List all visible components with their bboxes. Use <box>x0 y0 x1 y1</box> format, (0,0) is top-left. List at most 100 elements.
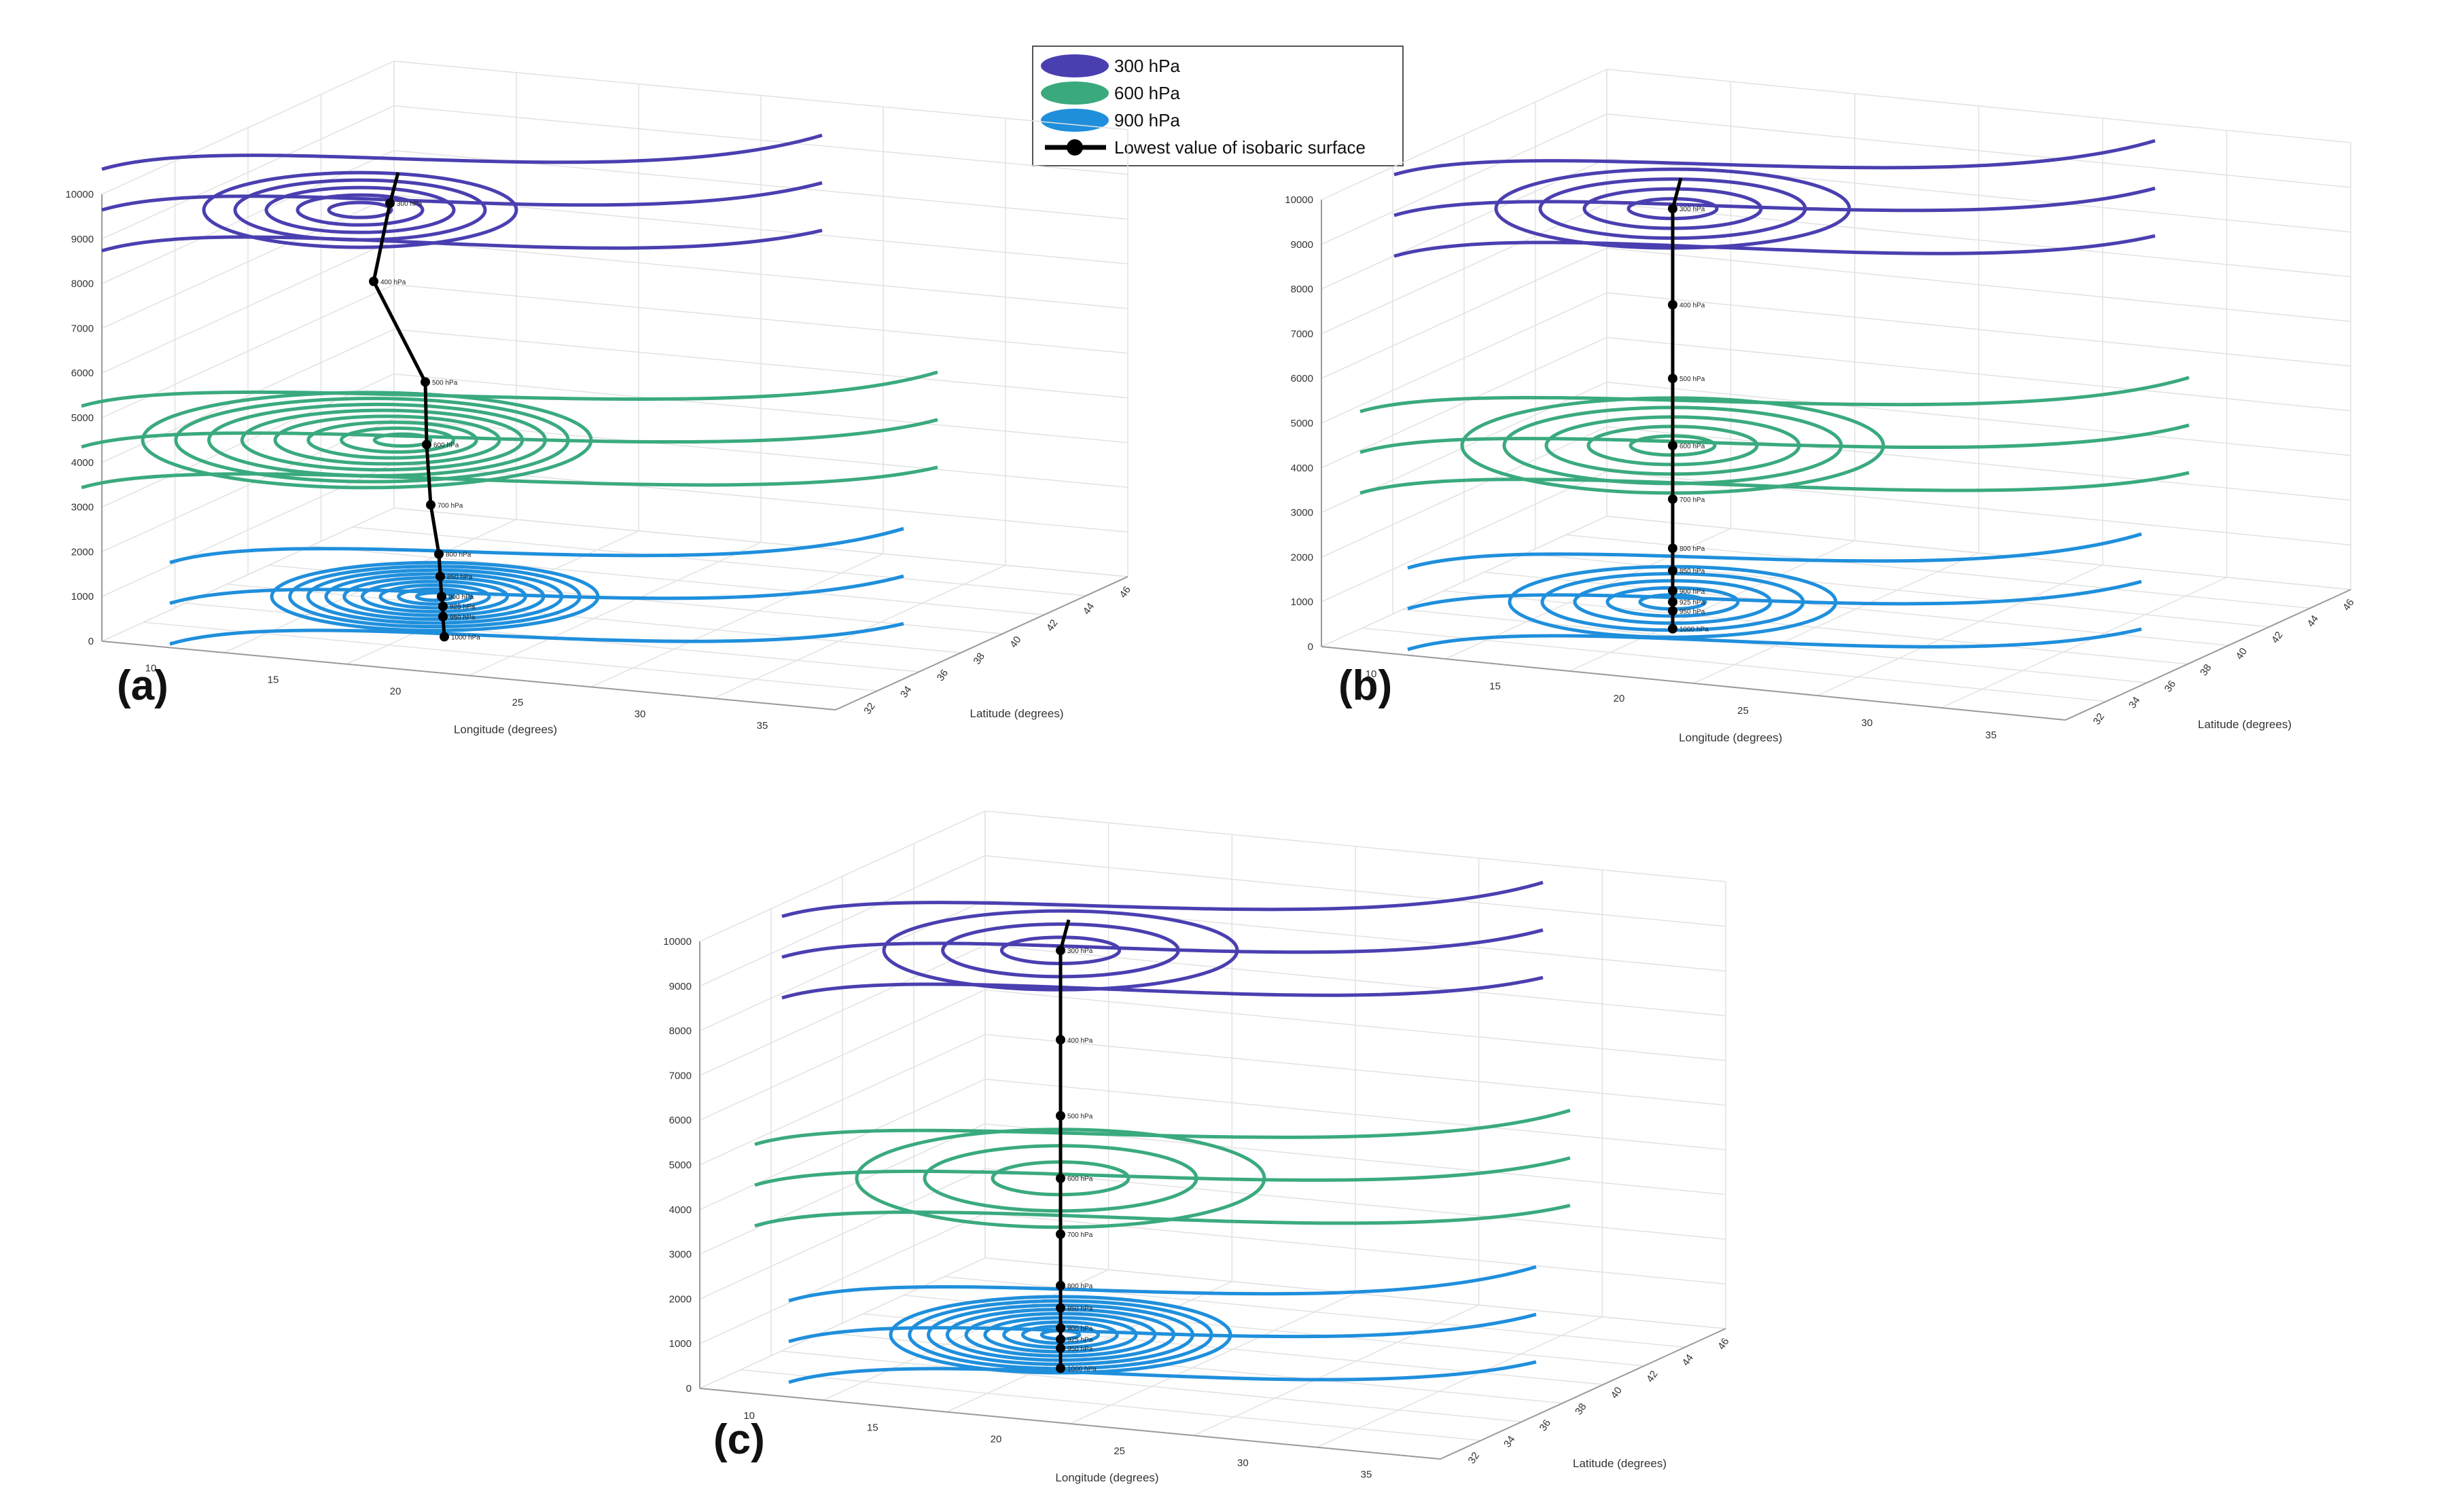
x-tick-label: 10 <box>1366 668 1377 680</box>
contour-ring <box>202 170 518 249</box>
path-point-label: 900 hPa <box>1679 588 1705 596</box>
x-axis-title: Longitude (degrees) <box>454 723 557 736</box>
grid-line <box>1321 516 1607 647</box>
contour-600-hpa <box>1359 376 2190 495</box>
legend-label-900: 900 hPa <box>1114 110 1180 130</box>
path-point-label: 300 hPa <box>397 200 423 208</box>
z-tick-label: 6000 <box>669 1115 692 1126</box>
z-tick-label: 3000 <box>1291 507 1313 519</box>
z-tick-label: 8000 <box>1291 284 1313 295</box>
path-point <box>385 198 395 209</box>
path-point <box>1056 1229 1065 1239</box>
z-tick-label: 8000 <box>669 1026 692 1037</box>
path-point <box>369 276 378 287</box>
y-tick-label: 36 <box>1537 1418 1553 1433</box>
contour-ring <box>306 420 478 460</box>
path-point-label: 850 hPa <box>1067 1306 1093 1313</box>
x-axis-title: Longitude (degrees) <box>1679 731 1782 744</box>
contour-line <box>169 526 904 564</box>
path-point <box>1668 566 1677 576</box>
z-tick-label: 3000 <box>669 1249 692 1261</box>
x-tick-label: 20 <box>991 1434 1002 1445</box>
panel-a: 0 1000 2000 3000 4000 5000 6000 7000 8000 9000 100… <box>65 60 1133 736</box>
contour-line <box>754 1156 1571 1187</box>
grid-line <box>740 1369 1482 1441</box>
z-tick-label: 4000 <box>669 1204 692 1216</box>
y-tick-label: 44 <box>1680 1352 1696 1368</box>
path-point-label: 925 hPa <box>450 604 476 611</box>
contour-300-hpa <box>101 133 823 253</box>
grid-line <box>781 1350 1523 1422</box>
grid-line <box>1817 564 2103 696</box>
x-tick-label: 30 <box>1237 1457 1249 1469</box>
path-point <box>1668 374 1677 384</box>
z-tick-label: 7000 <box>1291 328 1313 340</box>
grid-line <box>310 545 1045 615</box>
y-tick-label: 36 <box>2163 679 2178 694</box>
z-tick-label: 0 <box>686 1383 692 1394</box>
x-tick-label: 15 <box>1489 681 1501 692</box>
y-tick-label: 38 <box>2198 662 2213 678</box>
grid-line <box>1317 1316 1603 1448</box>
grid-line <box>393 507 1128 577</box>
path-point-label: 500 hPa <box>1679 376 1705 383</box>
path-point <box>1056 1034 1065 1045</box>
path-point <box>440 632 449 642</box>
contour-line <box>1359 423 2190 454</box>
z-tick-label: 10000 <box>1285 194 1313 206</box>
path-point <box>1668 543 1677 554</box>
contour-ring <box>378 583 491 610</box>
contour-line <box>781 975 1544 1000</box>
contour-ring <box>397 587 473 606</box>
x-tick-label: 10 <box>145 663 157 674</box>
x-axis-line <box>101 641 836 710</box>
contour-line <box>1393 139 2156 177</box>
x-tick-label: 35 <box>757 720 768 732</box>
z-tick-label: 2000 <box>669 1293 692 1305</box>
panel-label-a: (a) <box>117 662 168 709</box>
y-axis-line <box>835 576 1128 710</box>
contour-ring <box>360 579 510 613</box>
path-point-label: 850 hPa <box>447 574 473 581</box>
path-point <box>1056 1280 1065 1291</box>
path-point <box>1056 1303 1065 1313</box>
grid-line <box>1606 516 2351 590</box>
legend-swatch-600 <box>1041 82 1109 105</box>
contour-900-hpa <box>1407 532 2142 651</box>
y-tick-label: 40 <box>1609 1385 1624 1401</box>
legend-swatch-900 <box>1041 109 1109 132</box>
legend-swatch-300 <box>1041 54 1109 77</box>
axes-grid <box>101 60 1128 710</box>
contour-line <box>788 1265 1537 1303</box>
path-point <box>1668 494 1677 504</box>
z-tick-label: 4000 <box>1291 463 1313 474</box>
grid-line <box>1941 577 2227 708</box>
z-tick-label: 5000 <box>1291 418 1313 429</box>
grid-line <box>1693 552 1979 684</box>
x-tick-label: 25 <box>512 697 524 708</box>
x-tick-label: 10 <box>743 1410 755 1422</box>
grid-line <box>227 583 961 653</box>
path-point-label: 800 hPa <box>1679 545 1705 553</box>
contour-line <box>781 880 1544 918</box>
z-tick-label: 9000 <box>71 234 94 245</box>
contour-line <box>1393 234 2156 258</box>
grid-line <box>352 526 1086 596</box>
contour-ring <box>327 200 393 219</box>
contour-line <box>169 574 904 605</box>
path-point-label: 950 hPa <box>1679 608 1705 615</box>
y-tick-label: 38 <box>971 651 986 666</box>
y-axis-title: Latitude (degrees) <box>970 707 1064 720</box>
grid-line <box>346 530 639 665</box>
legend-swatch-path-marker <box>1067 139 1083 156</box>
panel-c: 0 1000 2000 3000 4000 5000 6000 7000 8000 9000 100… <box>663 810 1732 1484</box>
path-point <box>438 601 448 611</box>
contour-ring <box>296 193 425 227</box>
contour-line <box>1407 627 2142 651</box>
x-axis-line <box>1321 646 2066 721</box>
grid-line <box>699 1257 986 1389</box>
contour-line <box>788 1360 1537 1384</box>
grid-line <box>1443 590 2188 665</box>
lowest-value-path: 300 hPa 400 hPa 500 hPa 600 hPa 700 hPa 800 h… <box>369 172 480 642</box>
z-tick-label: 6000 <box>71 367 94 379</box>
